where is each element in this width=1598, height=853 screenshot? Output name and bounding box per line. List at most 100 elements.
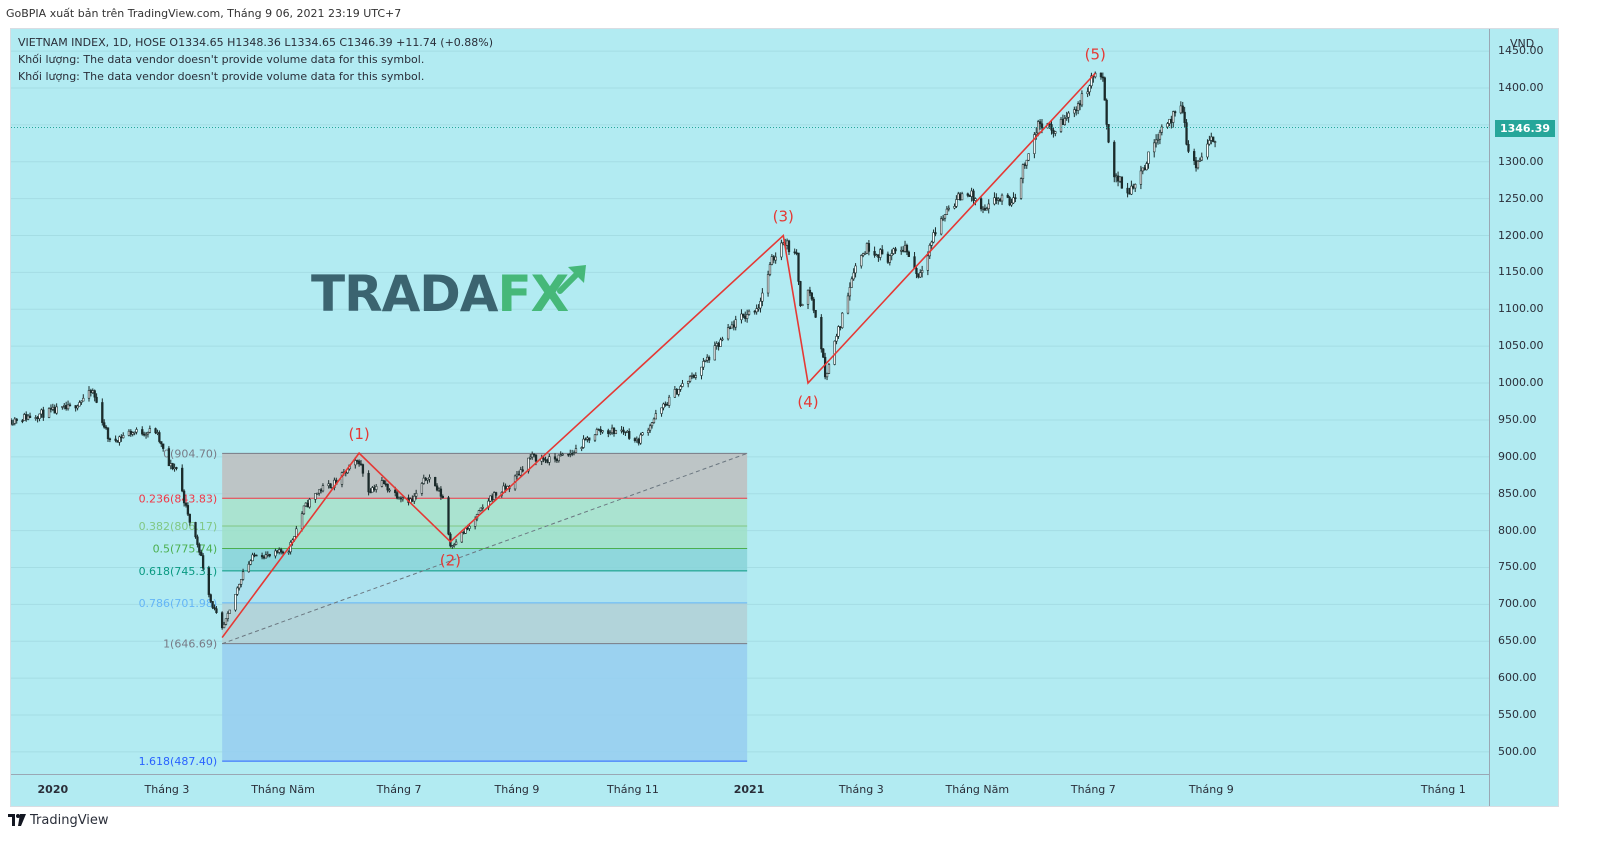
candle-body	[266, 553, 269, 556]
footer-brand-text: TradingView	[30, 812, 109, 828]
candle-body	[281, 551, 285, 554]
candle-body	[968, 195, 971, 197]
price-tick-label: 1200.00	[1498, 228, 1544, 242]
wave-label: (1)	[348, 425, 369, 443]
candle-body	[955, 199, 958, 207]
candle-body	[1061, 118, 1065, 125]
candle-body	[207, 567, 210, 595]
time-tick-label: Tháng 7	[1070, 783, 1116, 796]
candle-body	[850, 278, 853, 288]
candle-body	[1183, 111, 1186, 123]
candle-body	[548, 456, 551, 463]
candle-body	[932, 232, 935, 243]
candle-body	[36, 417, 39, 419]
candle-body	[253, 554, 256, 557]
candle-body	[687, 380, 690, 384]
price-tick-label: 1050.00	[1498, 339, 1544, 353]
candle-body	[1134, 183, 1137, 189]
candle-body	[780, 242, 783, 258]
candle-body	[306, 502, 309, 508]
candle-body	[675, 389, 678, 395]
price-tick-label: 550.00	[1498, 707, 1537, 721]
candle-body	[47, 408, 51, 418]
candle-body	[238, 584, 241, 589]
candle-body	[1078, 103, 1082, 106]
candle-body	[169, 463, 172, 467]
time-tick-label: 2020	[37, 783, 69, 796]
candle-body	[118, 436, 121, 443]
candle-body	[639, 434, 642, 444]
candle-body	[532, 453, 536, 456]
candle-body	[122, 435, 125, 439]
candle-body	[1063, 118, 1066, 125]
footer-brand[interactable]: TradingView	[8, 809, 109, 831]
candle-body	[278, 549, 281, 553]
candle-body	[848, 287, 852, 297]
candle-body	[837, 326, 840, 337]
candle-body	[647, 429, 650, 434]
plot-area[interactable]: 0(904.70) 0.236(843.83) 0.382(806.17) 0.5(7…	[11, 29, 1489, 774]
legend-symbol-line[interactable]: VIETNAM INDEX, 1D, HOSE O1334.65 H1348.3…	[18, 36, 494, 49]
candle-body	[68, 404, 72, 407]
candle-body	[234, 593, 237, 611]
candle-body	[211, 601, 214, 608]
candle-body	[319, 489, 323, 492]
candle-body	[388, 489, 391, 492]
candle-body	[706, 356, 709, 361]
price-axis[interactable]: VND 1450.001400.001350.001300.001250.001…	[1489, 29, 1561, 806]
watermark-text-part1: TRADA	[311, 265, 499, 323]
candle-body	[934, 232, 937, 235]
last-price-badge: 1346.39	[1495, 119, 1555, 137]
candle-body	[960, 193, 964, 201]
candle-body	[907, 251, 910, 257]
price-tick-label: 1400.00	[1498, 81, 1544, 94]
candle-body	[255, 554, 258, 557]
candle-body	[394, 489, 397, 494]
candle-body	[171, 463, 174, 470]
candle-body	[129, 430, 132, 435]
candle-body	[489, 495, 492, 502]
candle-body	[53, 406, 56, 414]
candle-body	[835, 335, 838, 342]
fib-zone	[222, 548, 748, 571]
candle-body	[1019, 178, 1023, 199]
candle-body	[660, 407, 663, 414]
candle-body	[209, 594, 212, 602]
candle-body	[262, 556, 266, 559]
chart-frame: 0(904.70) 0.236(843.83) 0.382(806.17) 0.5(7…	[10, 28, 1559, 807]
price-tick-label: 850.00	[1498, 486, 1537, 500]
candle-body	[361, 464, 365, 474]
candle-body	[384, 483, 387, 486]
candle-body	[730, 324, 734, 329]
time-tick-label: Tháng 3	[144, 783, 190, 796]
price-tick-label: 1000.00	[1498, 376, 1544, 390]
candle-body	[900, 249, 903, 252]
candle-body	[329, 483, 332, 489]
candle-body	[1025, 159, 1028, 166]
candle-body	[862, 253, 865, 256]
candle-body	[1090, 75, 1093, 87]
candle-body	[570, 453, 574, 455]
candle-body	[561, 453, 564, 456]
price-tick-label: 1100.00	[1498, 302, 1544, 316]
candle-body	[26, 415, 30, 420]
currency-label: VND	[1510, 37, 1535, 50]
candle-body	[359, 463, 363, 466]
candle-body	[65, 405, 68, 410]
fib-level-label: 1(646.69)	[163, 638, 217, 651]
candle-body	[61, 406, 64, 408]
candle-body	[108, 438, 112, 441]
candle-body	[399, 497, 403, 500]
price-chart[interactable]: 0(904.70) 0.236(843.83) 0.382(806.17) 0.5(7…	[11, 29, 1489, 774]
price-tick-label: 950.00	[1498, 412, 1537, 426]
candle-body	[888, 255, 891, 263]
candle-body	[860, 255, 863, 267]
candle-body	[131, 432, 134, 435]
candle-body	[612, 427, 616, 434]
candle-body	[959, 193, 962, 201]
candle-body	[308, 499, 311, 508]
candle-body	[987, 203, 990, 209]
candle-body	[970, 190, 973, 197]
candle-body	[688, 376, 692, 382]
time-axis[interactable]: 2020 Tháng 3 Tháng Năm Tháng 7 Tháng 9 Tháng …	[11, 774, 1489, 807]
